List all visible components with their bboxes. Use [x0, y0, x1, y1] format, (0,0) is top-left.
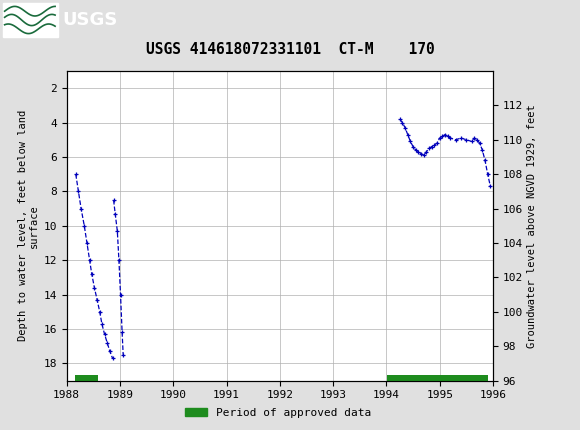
Legend: Period of approved data: Period of approved data: [181, 403, 376, 422]
Bar: [75, 375, 97, 381]
Text: USGS: USGS: [63, 11, 118, 29]
Bar: [3, 3, 58, 37]
Bar: [387, 375, 488, 381]
Text: USGS 414618072331101  CT-M    170: USGS 414618072331101 CT-M 170: [146, 42, 434, 57]
Y-axis label: Groundwater level above NGVD 1929, feet: Groundwater level above NGVD 1929, feet: [527, 104, 537, 347]
Y-axis label: Depth to water level, feet below land
surface: Depth to water level, feet below land su…: [18, 110, 39, 341]
